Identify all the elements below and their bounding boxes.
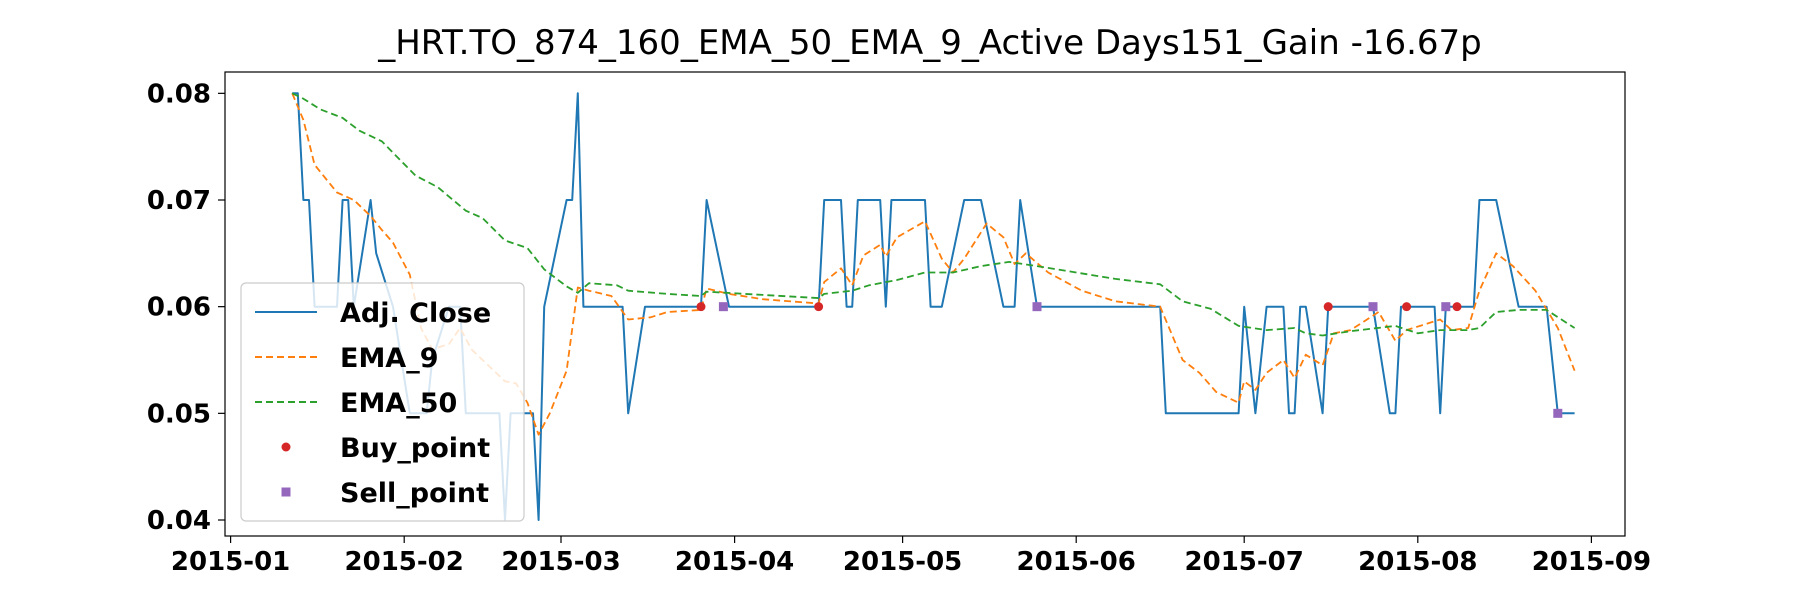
legend-swatch-sell-point	[281, 487, 291, 497]
x-tick-label: 2015-08	[1358, 547, 1477, 577]
legend-label: Buy_point	[340, 433, 490, 464]
axes-frame	[224, 71, 1626, 537]
x-tick-label: 2015-04	[675, 547, 794, 577]
sell-point-marker	[1441, 302, 1451, 312]
x-tick-label: 2015-02	[345, 547, 464, 577]
sell-point-marker	[1368, 302, 1378, 312]
legend-entry-buy-point: Buy_point	[281, 433, 490, 464]
buy-point-marker	[814, 302, 824, 312]
x-tick-label: 2015-05	[843, 547, 962, 577]
sell-point-marker	[718, 302, 728, 312]
y-tick-label: 0.07	[147, 186, 211, 216]
x-tick-label: 2015-03	[501, 547, 620, 577]
legend: Adj. Close EMA_9 EMA_50 Buy_point Sell_point	[240, 282, 525, 522]
buy-point-marker	[1402, 302, 1412, 312]
legend-label: Adj. Close	[340, 298, 491, 329]
y-tick-label: 0.08	[147, 79, 211, 109]
legend-label: EMA_9	[340, 343, 439, 374]
series-line-ema-50	[291, 92, 1576, 337]
legend-swatch-buy-point	[281, 442, 291, 452]
legend-entry-adj-close: Adj. Close	[255, 298, 491, 329]
legend-entry-sell-point: Sell_point	[281, 478, 489, 509]
legend-box	[240, 282, 525, 522]
y-tick-label: 0.06	[147, 293, 211, 323]
chart-title: _HRT.TO_874_160_EMA_50_EMA_9_Active Days…	[377, 23, 1482, 63]
y-axis: 0.04 0.05 0.06 0.07 0.08	[147, 79, 225, 536]
x-tick-label: 2015-06	[1017, 547, 1136, 577]
buy-point-marker	[1452, 302, 1462, 312]
legend-label: Sell_point	[340, 478, 489, 509]
x-tick-label: 2015-01	[171, 547, 290, 577]
x-tick-label: 2015-09	[1532, 547, 1651, 577]
sell-point-marker	[1553, 408, 1563, 418]
buy-point-marker	[1323, 302, 1333, 312]
y-tick-label: 0.05	[147, 399, 211, 429]
legend-entry-ema-9: EMA_9	[255, 343, 439, 374]
sell-point-marker	[1032, 302, 1042, 312]
buy-point-marker	[696, 302, 706, 312]
legend-label: EMA_50	[340, 388, 457, 419]
legend-entry-ema-50: EMA_50	[255, 388, 457, 419]
y-tick-label: 0.04	[147, 506, 211, 536]
x-tick-label: 2015-07	[1185, 547, 1304, 577]
x-axis: 2015-01 2015-02 2015-03 2015-04 2015-05 2015-…	[171, 536, 1651, 577]
